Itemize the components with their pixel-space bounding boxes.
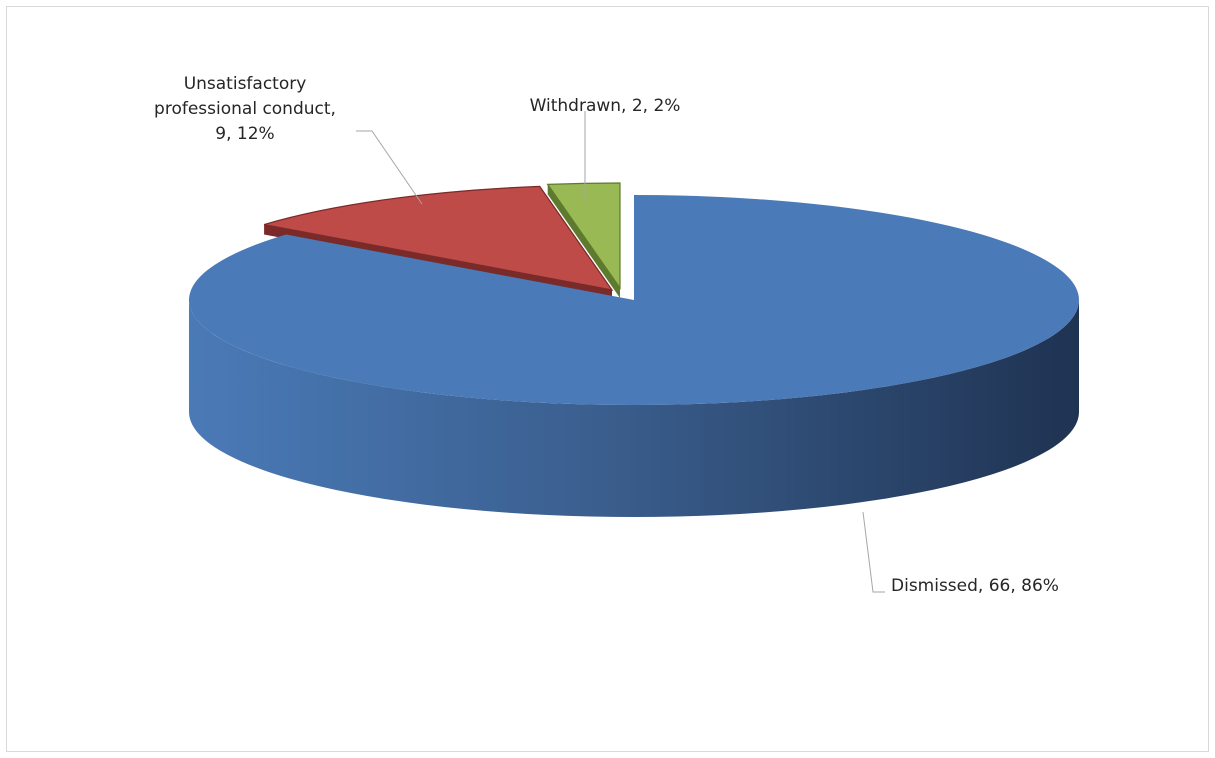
slice-side-dismissed [189, 300, 1079, 517]
data-label-line: Withdrawn, 2, 2% [530, 96, 681, 116]
slice-wall-withdrawn [547, 184, 620, 298]
data-label-withdrawn: Withdrawn, 2, 2% [530, 96, 681, 116]
slice-withdrawn [546, 182, 621, 298]
data-label-unsatisfactory-conduct: Unsatisfactory professional conduct, 9, 12… [154, 74, 336, 144]
slice-dismissed [188, 195, 1080, 517]
data-label-line: Dismissed, 66, 86% [891, 576, 1059, 596]
leader-line-unsatisfactory-conduct [356, 130, 423, 205]
data-label-dismissed: Dismissed, 66, 86% [891, 576, 1059, 596]
slice-top-unsatisfactory-conduct [263, 185, 614, 291]
chart-area: Dismissed, 66, 86% Unsatisfactory professi… [6, 6, 1209, 752]
data-label-line: Unsatisfactory [184, 74, 307, 94]
leader-line-dismissed [862, 511, 885, 593]
slice-top-withdrawn [546, 182, 621, 290]
data-label-line: professional conduct, [154, 99, 336, 119]
pie-chart: Dismissed, 66, 86% Unsatisfactory professi… [154, 74, 1080, 596]
slice-top-dismissed [188, 195, 1080, 405]
data-label-line: 9, 12% [215, 124, 274, 144]
